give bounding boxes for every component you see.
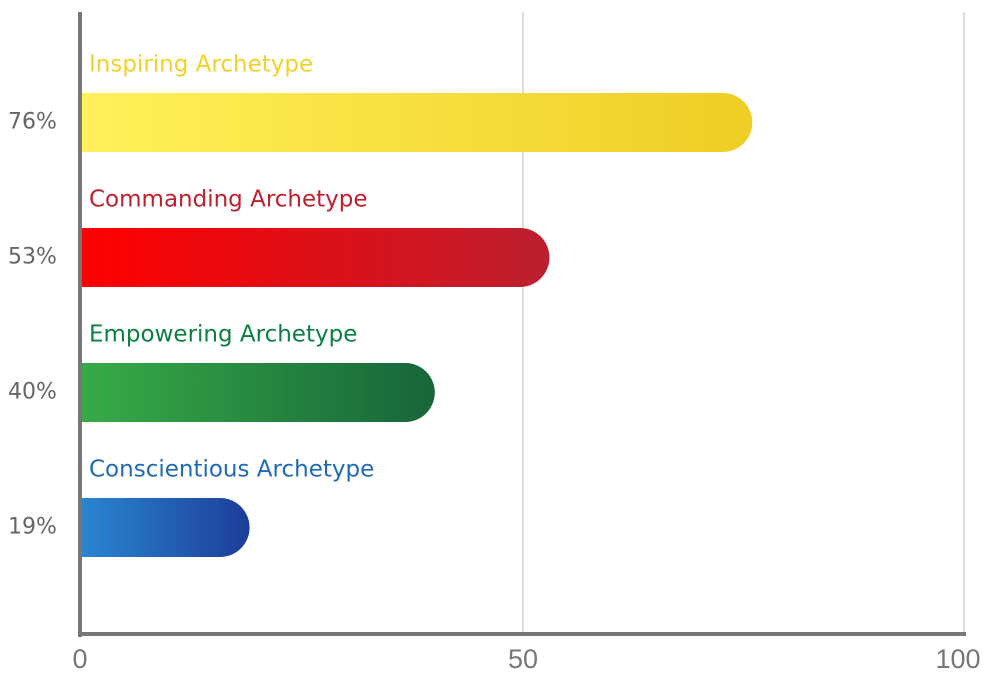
labels: Inspiring Archetype 76% Commanding Archety… [8,52,374,540]
category-label: Inspiring Archetype [89,52,313,78]
axes: 0 50 100 [72,12,981,674]
x-tick-label: 0 [72,644,87,674]
bar-empowering-archetype [82,363,435,422]
value-label: 53% [8,245,57,270]
bar-inspiring-archetype [82,93,753,152]
x-tick-label: 100 [935,644,980,674]
value-label: 40% [8,380,57,405]
value-label: 76% [8,110,57,135]
bars [82,93,753,557]
category-label: Conscientious Archetype [89,457,374,483]
category-label: Commanding Archetype [89,187,368,213]
value-label: 19% [8,515,57,540]
bar-commanding-archetype [82,228,550,287]
bar-conscientious-archetype [82,498,250,557]
category-label: Empowering Archetype [89,322,357,348]
x-tick-label: 50 [508,644,538,674]
